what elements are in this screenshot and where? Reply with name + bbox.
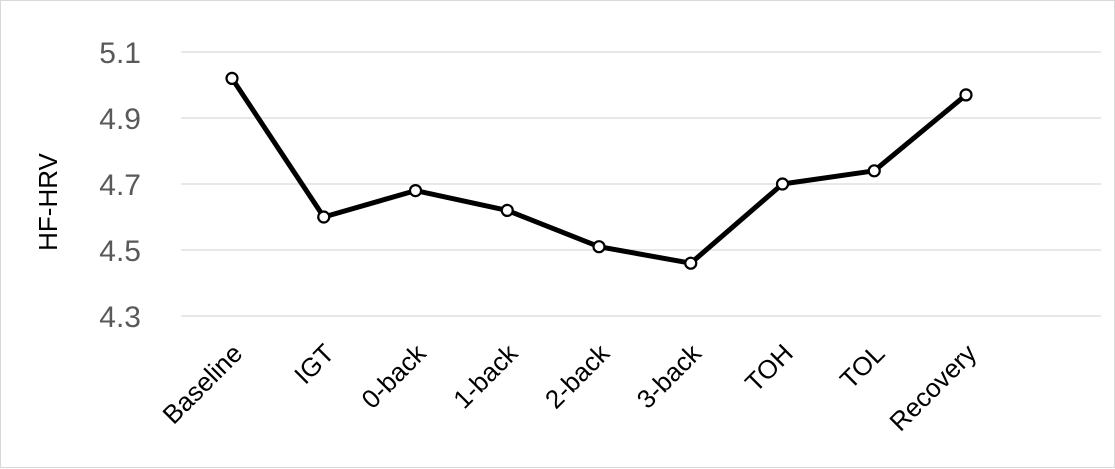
x-axis-category-labels: Baseline IGT 0-back 1-back 2-back 3-back TOH TO… — [157, 337, 983, 437]
data-point-marker — [867, 164, 881, 178]
data-markers — [225, 71, 973, 270]
x-category-label: Baseline — [157, 338, 249, 430]
data-point-marker — [408, 184, 423, 198]
x-category-label: IGT — [288, 338, 340, 390]
x-category-label: TOH — [739, 338, 799, 398]
data-point-marker — [684, 256, 698, 270]
series-line — [229, 75, 969, 266]
y-tick-label: 4.3 — [99, 301, 141, 334]
x-category-label: Recovery — [883, 338, 982, 437]
data-point-marker — [317, 210, 331, 224]
data-point-marker — [592, 240, 606, 254]
data-point-marker — [959, 88, 973, 102]
y-axis-tick-labels: 4.3 4.5 4.7 4.9 5.1 — [99, 37, 141, 334]
gridlines — [181, 51, 1101, 317]
x-category-label: 2-back — [539, 337, 616, 414]
y-tick-label: 4.7 — [99, 169, 141, 202]
data-point-marker — [775, 177, 790, 191]
y-tick-label: 5.1 — [99, 37, 141, 70]
x-category-label: 0-back — [355, 337, 432, 414]
y-axis-title: HF-HRV — [33, 152, 63, 250]
y-tick-label: 4.5 — [99, 235, 141, 268]
x-category-label: 3-back — [631, 337, 708, 414]
data-point-marker — [225, 71, 239, 86]
x-category-label: TOL — [834, 338, 891, 395]
y-tick-label: 4.9 — [99, 103, 141, 136]
x-category-label: 1-back — [447, 337, 524, 414]
data-point-marker — [500, 203, 514, 217]
